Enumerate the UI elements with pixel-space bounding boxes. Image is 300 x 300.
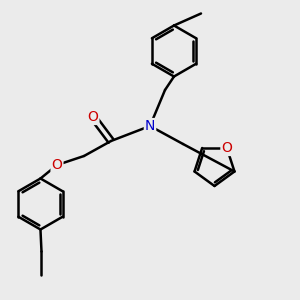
Text: O: O — [52, 158, 62, 172]
Text: N: N — [145, 119, 155, 133]
Text: O: O — [88, 110, 98, 124]
Text: O: O — [221, 141, 232, 155]
